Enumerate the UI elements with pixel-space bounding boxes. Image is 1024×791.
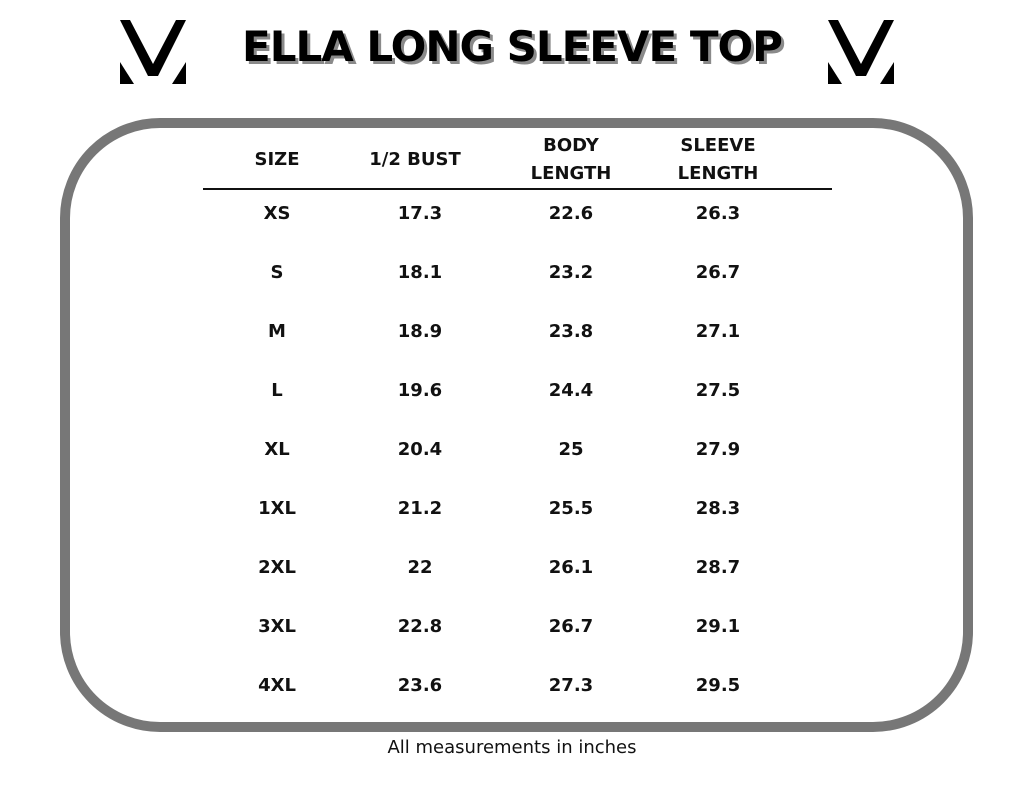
logo-right <box>828 20 894 84</box>
size-cell: 1XL <box>258 498 296 519</box>
measure-cell: 28.3 <box>695 498 741 519</box>
measure-cell: 27.1 <box>695 321 741 342</box>
measure-cell: 19.6 <box>397 380 443 401</box>
measure-cell: 26.3 <box>695 203 741 224</box>
measure-cell: 17.3 <box>397 203 443 224</box>
logo-left <box>120 20 186 84</box>
measure-cell: 20.4 <box>397 439 443 460</box>
measure-cell: 21.2 <box>397 498 443 519</box>
measure-cell: 23.2 <box>548 262 594 283</box>
measure-cell: 25 <box>558 439 584 460</box>
header-rule <box>203 188 832 190</box>
measure-cell: 27.9 <box>695 439 741 460</box>
measure-cell: 22.8 <box>397 616 443 637</box>
measure-cell: 18.9 <box>397 321 443 342</box>
size-cell: XL <box>264 439 290 460</box>
measure-cell: 26.1 <box>548 557 594 578</box>
measure-cell: 26.7 <box>548 616 594 637</box>
measure-cell: 27.5 <box>695 380 741 401</box>
measure-cell: 22 <box>407 557 433 578</box>
size-cell: XS <box>263 203 291 224</box>
column-header: SLEEVE LENGTH <box>677 135 759 184</box>
measure-cell: 29.5 <box>695 675 741 696</box>
measure-cell: 24.4 <box>548 380 594 401</box>
measure-cell: 27.3 <box>548 675 594 696</box>
size-cell: 4XL <box>258 675 296 696</box>
measure-cell: 29.1 <box>695 616 741 637</box>
measure-cell: 23.8 <box>548 321 594 342</box>
measure-cell: 28.7 <box>695 557 741 578</box>
title: ELLA LONG SLEEVE TOP <box>242 22 783 71</box>
column-header: 1/2 BUST <box>369 149 461 170</box>
measure-cell: 23.6 <box>397 675 443 696</box>
size-cell: S <box>270 262 284 283</box>
column-header: SIZE <box>254 149 300 170</box>
note: All measurements in inches <box>387 737 637 758</box>
measure-cell: 26.7 <box>695 262 741 283</box>
measure-cell: 22.6 <box>548 203 594 224</box>
table-frame <box>60 118 973 732</box>
measure-cell: 25.5 <box>548 498 594 519</box>
column-header: BODY LENGTH <box>530 135 612 184</box>
size-cell: 2XL <box>258 557 296 578</box>
size-cell: L <box>271 380 283 401</box>
measure-cell: 18.1 <box>397 262 443 283</box>
size-cell: M <box>268 321 286 342</box>
size-cell: 3XL <box>258 616 296 637</box>
